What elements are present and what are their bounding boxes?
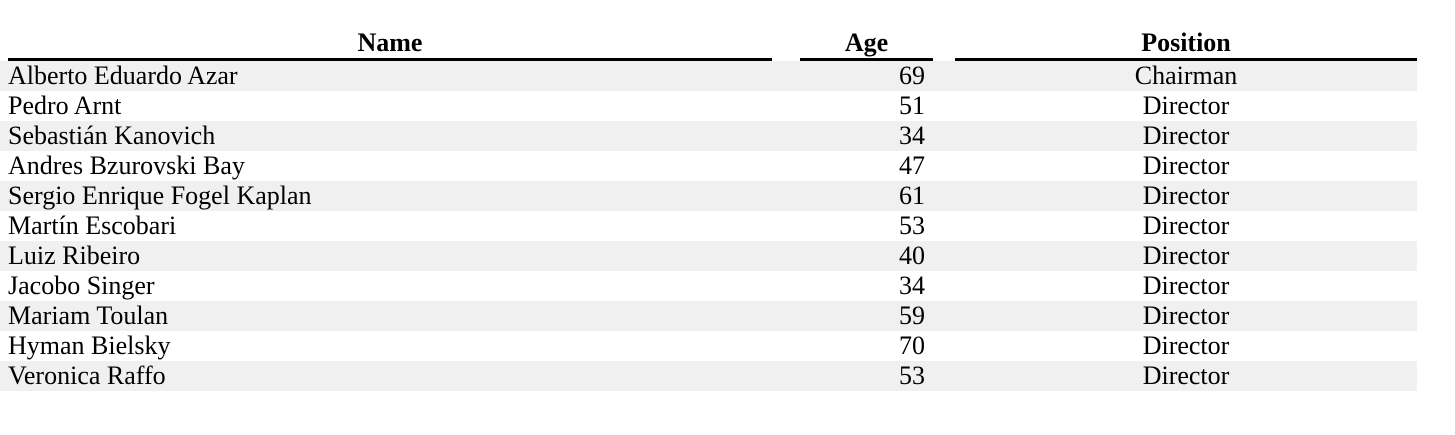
cell-position: Director xyxy=(1142,181,1230,210)
cell-name: Luiz Ribeiro xyxy=(8,241,141,270)
column-header-position: Position xyxy=(955,28,1417,61)
cell-age: 34 xyxy=(899,271,925,300)
column-header-age: Age xyxy=(800,28,933,61)
table-body: Alberto Eduardo Azar 69 Chairman Pedro A… xyxy=(0,61,1417,391)
cell-name: Mariam Toulan xyxy=(8,301,169,330)
cell-name: Andres Bzurovski Bay xyxy=(8,151,245,180)
cell-position: Director xyxy=(1142,271,1230,300)
table-header-row: Name Age Position xyxy=(0,28,1417,61)
cell-age: 34 xyxy=(899,121,925,150)
table-row: Sergio Enrique Fogel Kaplan 61 Director xyxy=(0,181,1417,211)
cell-name: Pedro Arnt xyxy=(8,91,122,120)
cell-age: 51 xyxy=(899,91,925,120)
table-row: Sebastián Kanovich 34 Director xyxy=(0,121,1417,151)
cell-age: 53 xyxy=(899,211,925,240)
cell-position: Director xyxy=(1142,241,1230,270)
cell-age: 40 xyxy=(899,241,925,270)
cell-position: Chairman xyxy=(1134,61,1238,90)
cell-age: 69 xyxy=(899,61,925,90)
table-row: Martín Escobari 53 Director xyxy=(0,211,1417,241)
cell-position: Director xyxy=(1142,331,1230,360)
cell-position: Director xyxy=(1142,121,1230,150)
cell-position: Director xyxy=(1142,361,1230,390)
table-row: Hyman Bielsky 70 Director xyxy=(0,331,1417,361)
cell-name: Jacobo Singer xyxy=(8,271,155,300)
cell-name: Hyman Bielsky xyxy=(8,331,171,360)
cell-name: Martín Escobari xyxy=(8,211,177,240)
table-row: Veronica Raffo 53 Director xyxy=(0,361,1417,391)
table-row: Mariam Toulan 59 Director xyxy=(0,301,1417,331)
cell-age: 47 xyxy=(899,151,925,180)
cell-position: Director xyxy=(1142,301,1230,330)
table-row: Jacobo Singer 34 Director xyxy=(0,271,1417,301)
column-header-cell-age: Age xyxy=(786,28,941,61)
cell-position: Director xyxy=(1142,151,1230,180)
column-header-cell-name: Name xyxy=(0,28,786,61)
cell-position: Director xyxy=(1142,91,1230,120)
cell-name: Sergio Enrique Fogel Kaplan xyxy=(8,181,312,210)
cell-position: Director xyxy=(1142,211,1230,240)
column-header-cell-position: Position xyxy=(941,28,1417,61)
column-header-name: Name xyxy=(8,28,772,61)
cell-name: Veronica Raffo xyxy=(8,361,166,390)
table-row: Andres Bzurovski Bay 47 Director xyxy=(0,151,1417,181)
cell-name: Sebastián Kanovich xyxy=(8,121,216,150)
cell-age: 59 xyxy=(899,301,925,330)
cell-age: 61 xyxy=(899,181,925,210)
table-row: Alberto Eduardo Azar 69 Chairman xyxy=(0,61,1417,91)
table-row: Luiz Ribeiro 40 Director xyxy=(0,241,1417,271)
table-row: Pedro Arnt 51 Director xyxy=(0,91,1417,121)
cell-age: 70 xyxy=(899,331,925,360)
cell-name: Alberto Eduardo Azar xyxy=(8,61,238,90)
cell-age: 53 xyxy=(899,361,925,390)
directors-table: Name Age Position Alberto Eduardo Azar 6… xyxy=(0,28,1417,391)
